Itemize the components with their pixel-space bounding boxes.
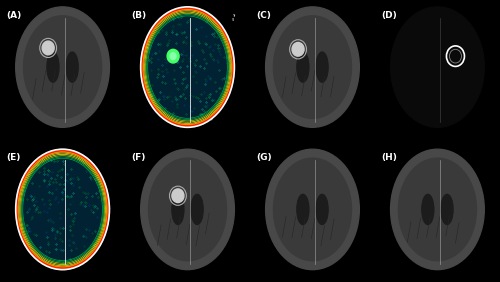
Circle shape bbox=[172, 189, 184, 202]
Ellipse shape bbox=[316, 52, 328, 82]
Ellipse shape bbox=[172, 194, 184, 224]
Ellipse shape bbox=[266, 7, 360, 127]
Ellipse shape bbox=[398, 158, 476, 261]
Text: Tr
Si: Tr Si bbox=[232, 14, 235, 22]
Ellipse shape bbox=[266, 149, 360, 270]
Ellipse shape bbox=[297, 194, 309, 224]
Ellipse shape bbox=[148, 158, 226, 261]
Ellipse shape bbox=[140, 149, 234, 270]
Text: (E): (E) bbox=[6, 153, 20, 162]
Circle shape bbox=[292, 43, 304, 56]
Circle shape bbox=[42, 41, 54, 55]
Ellipse shape bbox=[390, 149, 484, 270]
Text: (F): (F) bbox=[131, 153, 146, 162]
Ellipse shape bbox=[16, 7, 110, 127]
Text: (C): (C) bbox=[256, 11, 271, 20]
Ellipse shape bbox=[390, 7, 484, 127]
Ellipse shape bbox=[66, 52, 78, 82]
Text: (B): (B) bbox=[131, 11, 146, 20]
Circle shape bbox=[167, 49, 179, 63]
Text: (H): (H) bbox=[381, 153, 397, 162]
Ellipse shape bbox=[24, 16, 102, 118]
Text: (D): (D) bbox=[381, 11, 396, 20]
Ellipse shape bbox=[316, 194, 328, 224]
Ellipse shape bbox=[16, 149, 110, 270]
Text: (G): (G) bbox=[256, 153, 272, 162]
Ellipse shape bbox=[274, 158, 351, 261]
Ellipse shape bbox=[441, 194, 453, 224]
Ellipse shape bbox=[422, 194, 434, 224]
Ellipse shape bbox=[47, 52, 59, 82]
Ellipse shape bbox=[274, 16, 351, 118]
Text: (A): (A) bbox=[6, 11, 22, 20]
Ellipse shape bbox=[140, 7, 234, 127]
Ellipse shape bbox=[191, 194, 203, 224]
Circle shape bbox=[170, 53, 176, 60]
Ellipse shape bbox=[297, 52, 309, 82]
